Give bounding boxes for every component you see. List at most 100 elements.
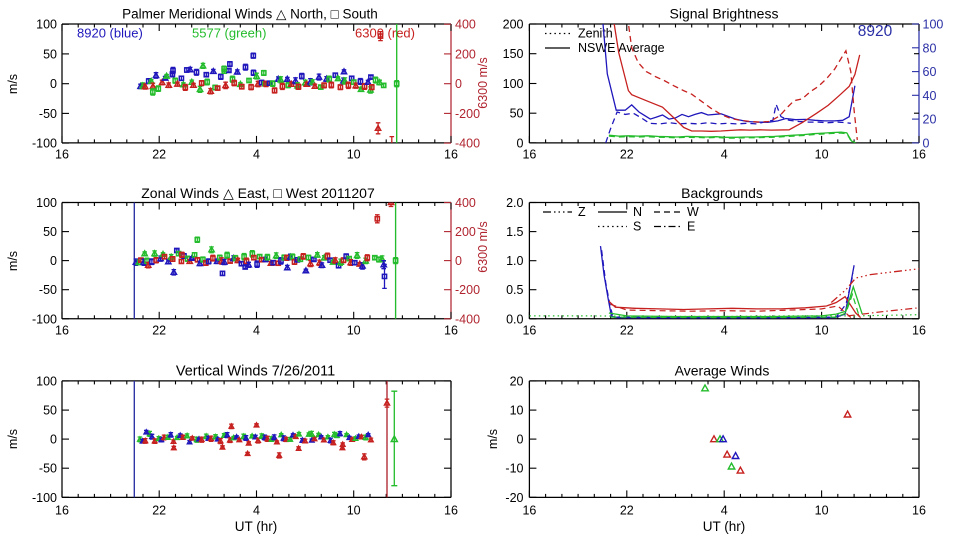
svg-text:-400: -400: [455, 137, 480, 151]
svg-text:50: 50: [43, 404, 57, 418]
svg-text:S: S: [633, 220, 641, 234]
svg-text:6300 m/s: 6300 m/s: [476, 221, 490, 272]
svg-text:100: 100: [36, 196, 57, 210]
svg-text:50: 50: [43, 47, 57, 61]
svg-text:22: 22: [620, 323, 634, 337]
svg-text:UT (hr): UT (hr): [235, 519, 278, 534]
svg-text:16: 16: [444, 323, 458, 337]
svg-text:60: 60: [923, 65, 937, 79]
svg-text:200: 200: [503, 18, 524, 32]
svg-text:m/s: m/s: [6, 251, 20, 271]
svg-text:20: 20: [510, 375, 524, 389]
svg-text:4: 4: [253, 148, 260, 162]
svg-text:-50: -50: [39, 462, 57, 476]
svg-text:-10: -10: [505, 462, 523, 476]
svg-text:16: 16: [55, 148, 69, 162]
svg-text:10: 10: [347, 504, 361, 518]
svg-text:Average Winds: Average Winds: [675, 363, 770, 379]
svg-text:50: 50: [510, 107, 524, 121]
svg-text:16: 16: [444, 504, 458, 518]
svg-text:10: 10: [347, 148, 361, 162]
svg-text:16: 16: [912, 504, 926, 518]
svg-text:Zenith: Zenith: [578, 27, 613, 41]
svg-text:4: 4: [721, 323, 728, 337]
svg-text:0: 0: [455, 77, 462, 91]
svg-text:4: 4: [253, 323, 260, 337]
svg-text:400: 400: [455, 18, 476, 32]
svg-text:16: 16: [55, 323, 69, 337]
svg-text:20: 20: [923, 113, 937, 127]
svg-text:16: 16: [912, 148, 926, 162]
svg-text:0: 0: [517, 136, 524, 150]
svg-text:-100: -100: [32, 312, 57, 326]
svg-text:200: 200: [455, 47, 476, 61]
svg-text:16: 16: [912, 323, 926, 337]
svg-text:E: E: [687, 220, 695, 234]
svg-text:Signal Brightness: Signal Brightness: [670, 6, 779, 22]
svg-text:5577 (green): 5577 (green): [192, 26, 266, 41]
svg-text:16: 16: [522, 504, 536, 518]
svg-text:6300 (red): 6300 (red): [355, 26, 415, 41]
svg-text:-100: -100: [32, 137, 57, 151]
svg-text:16: 16: [444, 148, 458, 162]
svg-text:22: 22: [152, 323, 166, 337]
svg-text:40: 40: [923, 89, 937, 103]
svg-text:0: 0: [455, 254, 462, 268]
svg-text:-200: -200: [455, 283, 480, 297]
svg-text:16: 16: [522, 148, 536, 162]
svg-text:400: 400: [455, 196, 476, 210]
svg-text:W: W: [687, 205, 699, 219]
svg-text:4: 4: [721, 148, 728, 162]
svg-text:4: 4: [721, 504, 728, 518]
svg-text:-50: -50: [39, 283, 57, 297]
svg-text:-400: -400: [455, 312, 480, 326]
svg-text:-20: -20: [505, 491, 523, 505]
svg-text:UT (hr): UT (hr): [703, 519, 746, 534]
svg-text:0: 0: [517, 433, 524, 447]
svg-text:10: 10: [815, 504, 829, 518]
svg-text:0: 0: [50, 77, 57, 91]
svg-text:m/s: m/s: [486, 429, 500, 449]
svg-text:8920: 8920: [858, 23, 893, 40]
svg-text:Zonal Winds △ East, □ West 201: Zonal Winds △ East, □ West 2011207: [141, 185, 375, 201]
svg-text:0.5: 0.5: [506, 283, 523, 297]
svg-text:80: 80: [923, 41, 937, 55]
svg-text:0: 0: [923, 136, 930, 150]
svg-text:-50: -50: [39, 107, 57, 121]
svg-text:NSWE Average: NSWE Average: [578, 41, 665, 55]
svg-text:100: 100: [36, 18, 57, 32]
svg-text:N: N: [633, 205, 642, 219]
svg-text:Palmer Meridional Winds △ Nort: Palmer Meridional Winds △ North, □ South: [122, 7, 378, 22]
svg-text:Z: Z: [578, 205, 586, 219]
svg-text:1.5: 1.5: [506, 225, 523, 239]
svg-text:22: 22: [152, 148, 166, 162]
svg-text:10: 10: [510, 404, 524, 418]
svg-text:150: 150: [503, 47, 524, 61]
svg-text:22: 22: [620, 148, 634, 162]
svg-text:10: 10: [815, 323, 829, 337]
svg-text:-100: -100: [32, 491, 57, 505]
svg-text:16: 16: [55, 504, 69, 518]
svg-text:100: 100: [923, 18, 944, 32]
svg-text:200: 200: [455, 225, 476, 239]
svg-text:8920 (blue): 8920 (blue): [77, 26, 143, 41]
svg-text:16: 16: [522, 323, 536, 337]
svg-text:Vertical Winds 7/26/2011: Vertical Winds 7/26/2011: [176, 364, 335, 380]
svg-text:22: 22: [152, 504, 166, 518]
svg-text:1.0: 1.0: [506, 254, 523, 268]
svg-text:22: 22: [620, 504, 634, 518]
svg-text:10: 10: [347, 323, 361, 337]
svg-text:m/s: m/s: [6, 74, 20, 94]
svg-text:0: 0: [50, 254, 57, 268]
svg-text:100: 100: [503, 77, 524, 91]
svg-text:-200: -200: [455, 107, 480, 121]
svg-text:10: 10: [815, 148, 829, 162]
svg-text:0.0: 0.0: [506, 312, 523, 326]
svg-text:6300 m/s: 6300 m/s: [476, 57, 490, 108]
svg-text:0: 0: [50, 433, 57, 447]
svg-text:2.0: 2.0: [506, 196, 523, 210]
svg-text:m/s: m/s: [6, 429, 20, 449]
svg-text:Backgrounds: Backgrounds: [681, 185, 763, 201]
svg-text:4: 4: [253, 504, 260, 518]
svg-text:100: 100: [36, 375, 57, 389]
